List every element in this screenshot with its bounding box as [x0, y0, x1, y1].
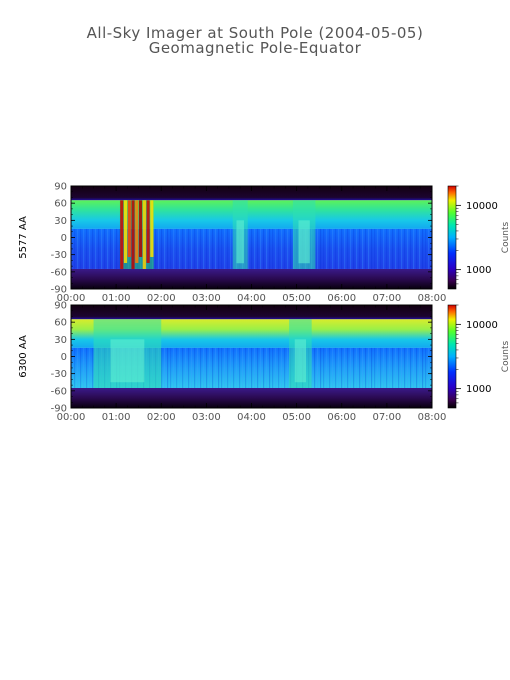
x-tick-label: 02:00: [147, 293, 176, 304]
y-tick-label: -30: [51, 369, 67, 380]
colorbar-tick-label: 1000: [466, 384, 491, 395]
x-tick-label: 06:00: [327, 412, 356, 423]
figure-title: All-Sky Imager at South Pole (2004-05-05…: [86, 24, 424, 42]
colorbar: 10000 1000 Counts: [447, 304, 510, 409]
x-tick-label: 03:00: [192, 293, 221, 304]
x-tick-label: 06:00: [327, 293, 356, 304]
x-tick-label: 05:00: [282, 293, 311, 304]
figure-title-block: All-Sky Imager at South Pole (2004-05-05…: [0, 26, 510, 56]
y-tick-label: 0: [61, 233, 67, 244]
y-tick-label: -60: [51, 267, 67, 278]
band-bottom: [71, 268, 432, 289]
x-tick-label: 07:00: [372, 412, 401, 423]
colorbar-fill: [447, 304, 457, 409]
intensity-event-2: [232, 200, 248, 269]
y-tick-label: 30: [54, 216, 67, 227]
y-tick-label: 0: [61, 352, 67, 363]
colorbar-title: Counts: [501, 340, 510, 372]
y-tick-label: -60: [51, 386, 67, 397]
x-tick-label: 08:00: [418, 293, 447, 304]
x-tick-label: 04:00: [237, 412, 266, 423]
colorbar-fill: [447, 185, 457, 290]
figure-subtitle: Geomagnetic Pole-Equator: [148, 39, 362, 57]
intensity-event-2: [289, 319, 312, 388]
y-tick-label: 90: [54, 182, 67, 193]
band-bottom: [71, 387, 432, 408]
y-tick-label: 60: [54, 199, 67, 210]
y-tick-label: -30: [51, 250, 67, 261]
y-tick-label: 60: [54, 318, 67, 329]
colorbar-tick-label: 10000: [466, 201, 498, 212]
y-tick-label: 90: [54, 301, 67, 312]
y-axis-title: 5577 AA: [18, 216, 29, 259]
y-axis-title: 6300 AA: [18, 335, 29, 378]
colorbar-tick-label: 10000: [466, 320, 498, 331]
colorbar: 10000 1000 Counts: [447, 185, 510, 290]
intensity-event-1: [119, 200, 154, 269]
y-tick-label: -90: [51, 285, 67, 296]
x-tick-label: 00:00: [57, 293, 86, 304]
x-tick-label: 01:00: [102, 412, 131, 423]
intensity-event-3: [292, 200, 316, 269]
x-tick-label: 03:00: [192, 412, 221, 423]
intensity-event-1: [93, 319, 162, 388]
x-tick-label: 00:00: [57, 412, 86, 423]
x-tick-label: 07:00: [372, 293, 401, 304]
x-tick-label: 08:00: [418, 412, 447, 423]
x-tick-label: 01:00: [102, 293, 131, 304]
x-tick-label: 04:00: [237, 293, 266, 304]
x-tick-label: 02:00: [147, 412, 176, 423]
colorbar-tick-label: 1000: [466, 265, 491, 276]
y-tick-label: -90: [51, 404, 67, 415]
y-tick-label: 30: [54, 335, 67, 346]
colorbar-title: Counts: [501, 221, 510, 253]
x-tick-label: 05:00: [282, 412, 311, 423]
